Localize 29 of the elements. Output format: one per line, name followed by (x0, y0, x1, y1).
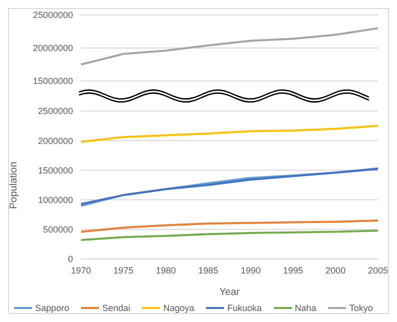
y-tick-label: 25000000 (32, 10, 73, 20)
x-tick-label: 1970 (70, 265, 92, 276)
y-axis-title: Population (8, 162, 20, 209)
line-series (80, 124, 379, 143)
y-tick-label: 0 (68, 254, 73, 264)
y-tick-label: 20000000 (32, 43, 73, 54)
y-tick-label: 1000000 (38, 194, 73, 205)
text: Tokyo (349, 303, 373, 313)
x-tick-label: 1995 (283, 265, 304, 276)
x-tick-label: 1975 (113, 265, 134, 276)
line-series (80, 230, 379, 242)
x-tick-label: 2000 (326, 265, 346, 276)
y-tick-label: 500000 (42, 224, 73, 235)
legend-label: Sapporo (34, 303, 70, 313)
x-tick-label: 1990 (240, 265, 261, 276)
legend-label: Naha (294, 303, 316, 313)
y-tick-label: 1500000 (38, 165, 73, 176)
line-series (80, 27, 379, 66)
y-tick-label: 2500000 (38, 106, 73, 116)
x-tick-label: 2005 (368, 265, 388, 276)
x-tick-label: 1985 (198, 265, 218, 276)
legend-label: Fukuoka (226, 303, 262, 313)
legend-label: Sendai (101, 303, 130, 313)
legend-label: Nagoya (162, 303, 194, 313)
y-tick-label: 15000000 (32, 76, 73, 86)
y-tick-label: 2000000 (38, 136, 73, 146)
line-series (80, 220, 379, 233)
x-tick-label: 1980 (156, 265, 176, 276)
x-axis-title: Year (219, 287, 240, 298)
